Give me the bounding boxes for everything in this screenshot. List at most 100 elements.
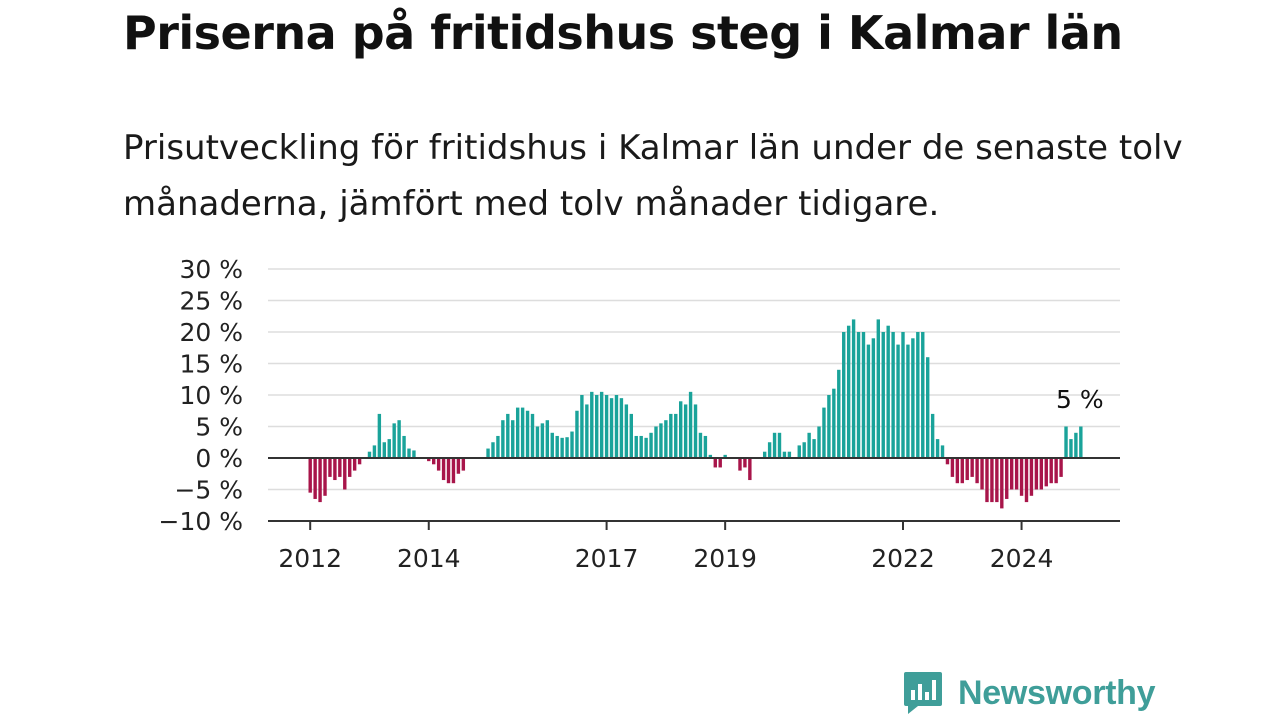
- bar: [802, 442, 806, 458]
- bar: [871, 338, 876, 458]
- last-value-label: 5 %: [1056, 385, 1104, 414]
- bar: [1029, 458, 1034, 496]
- bar: [540, 423, 545, 458]
- bar: [649, 432, 653, 458]
- bar: [876, 319, 880, 458]
- bar: [851, 319, 856, 458]
- bar: [506, 413, 510, 458]
- bar: [644, 437, 648, 458]
- bar: [703, 435, 708, 458]
- x-tick-label: 2012: [278, 544, 342, 573]
- x-tick-label: 2017: [575, 544, 639, 573]
- bar: [343, 458, 347, 490]
- bar: [333, 458, 337, 481]
- bar: [926, 357, 930, 458]
- y-tick-label: 15 %: [179, 350, 243, 379]
- newsworthy-logo: Newsworthy: [902, 670, 1156, 716]
- bar: [782, 451, 787, 458]
- bar: [614, 395, 619, 458]
- bar: [837, 369, 841, 458]
- bar: [940, 445, 945, 458]
- bar: [496, 435, 500, 458]
- bar: [911, 338, 915, 458]
- bar: [629, 413, 633, 458]
- bar: [1019, 458, 1024, 496]
- bar: [1039, 458, 1044, 490]
- bar: [861, 332, 866, 458]
- bar: [960, 458, 964, 484]
- bar: [955, 458, 960, 484]
- bar: [1054, 458, 1058, 484]
- bar: [713, 458, 717, 468]
- bar: [545, 420, 550, 458]
- bar: [866, 344, 871, 458]
- bar: [313, 458, 317, 499]
- y-tick-label: 25 %: [179, 287, 243, 316]
- bar: [886, 325, 890, 458]
- bar: [812, 439, 816, 458]
- bar: [1044, 458, 1048, 487]
- bar: [891, 332, 895, 458]
- chart-title: Priserna på fritidshus steg i Kalmar län: [123, 6, 1123, 60]
- bar: [456, 458, 461, 474]
- bar: [530, 413, 535, 458]
- y-tick-label: 20 %: [179, 318, 243, 347]
- bar: [827, 395, 831, 458]
- bar: [896, 344, 900, 458]
- bar: [451, 458, 456, 484]
- bar: [599, 391, 604, 458]
- bar: [688, 391, 693, 458]
- bar: [659, 423, 663, 458]
- bar: [930, 413, 935, 458]
- bar: [906, 344, 910, 458]
- bar: [318, 458, 322, 503]
- bar: [604, 395, 609, 458]
- bar: [980, 458, 984, 490]
- bar: [822, 407, 826, 458]
- y-tick-label: 0 %: [195, 444, 243, 473]
- bar: [486, 448, 490, 458]
- axes: [268, 457, 1120, 530]
- bar: [491, 442, 495, 458]
- bar: [382, 442, 386, 458]
- bar: [1034, 458, 1039, 490]
- bar: [975, 458, 979, 484]
- x-tick-label: 2022: [871, 544, 935, 573]
- bar: [397, 420, 401, 458]
- bar: [338, 458, 342, 477]
- bar: [1000, 458, 1004, 509]
- bar: [377, 413, 382, 458]
- bar: [945, 458, 950, 465]
- bar: [723, 454, 727, 458]
- y-tick-label: −10 %: [159, 507, 243, 536]
- bar-series: [308, 319, 1083, 509]
- bar: [520, 407, 525, 458]
- bar: [565, 437, 569, 458]
- bar: [698, 432, 703, 458]
- bar: [807, 432, 811, 458]
- newsworthy-bar-icon: [904, 672, 942, 714]
- bar: [446, 458, 451, 484]
- bar: [590, 391, 594, 458]
- bar: [901, 332, 905, 458]
- bar: [674, 413, 678, 458]
- bar: [407, 448, 411, 458]
- bar: [797, 445, 801, 458]
- bar: [1009, 458, 1014, 490]
- y-tick-label: −5 %: [174, 476, 243, 505]
- bar: [990, 458, 994, 503]
- bar: [639, 435, 643, 458]
- bar: [535, 426, 540, 458]
- grid-lines: [268, 268, 1120, 491]
- bar: [832, 388, 836, 458]
- bar: [669, 413, 673, 458]
- bar: [412, 450, 416, 458]
- bar: [387, 439, 391, 458]
- bar: [718, 458, 722, 468]
- bar: [935, 439, 940, 458]
- bar: [308, 458, 312, 493]
- bar: [1074, 432, 1078, 458]
- y-tick-label: 30 %: [179, 255, 243, 284]
- bar: [575, 410, 579, 458]
- bar: [402, 435, 406, 458]
